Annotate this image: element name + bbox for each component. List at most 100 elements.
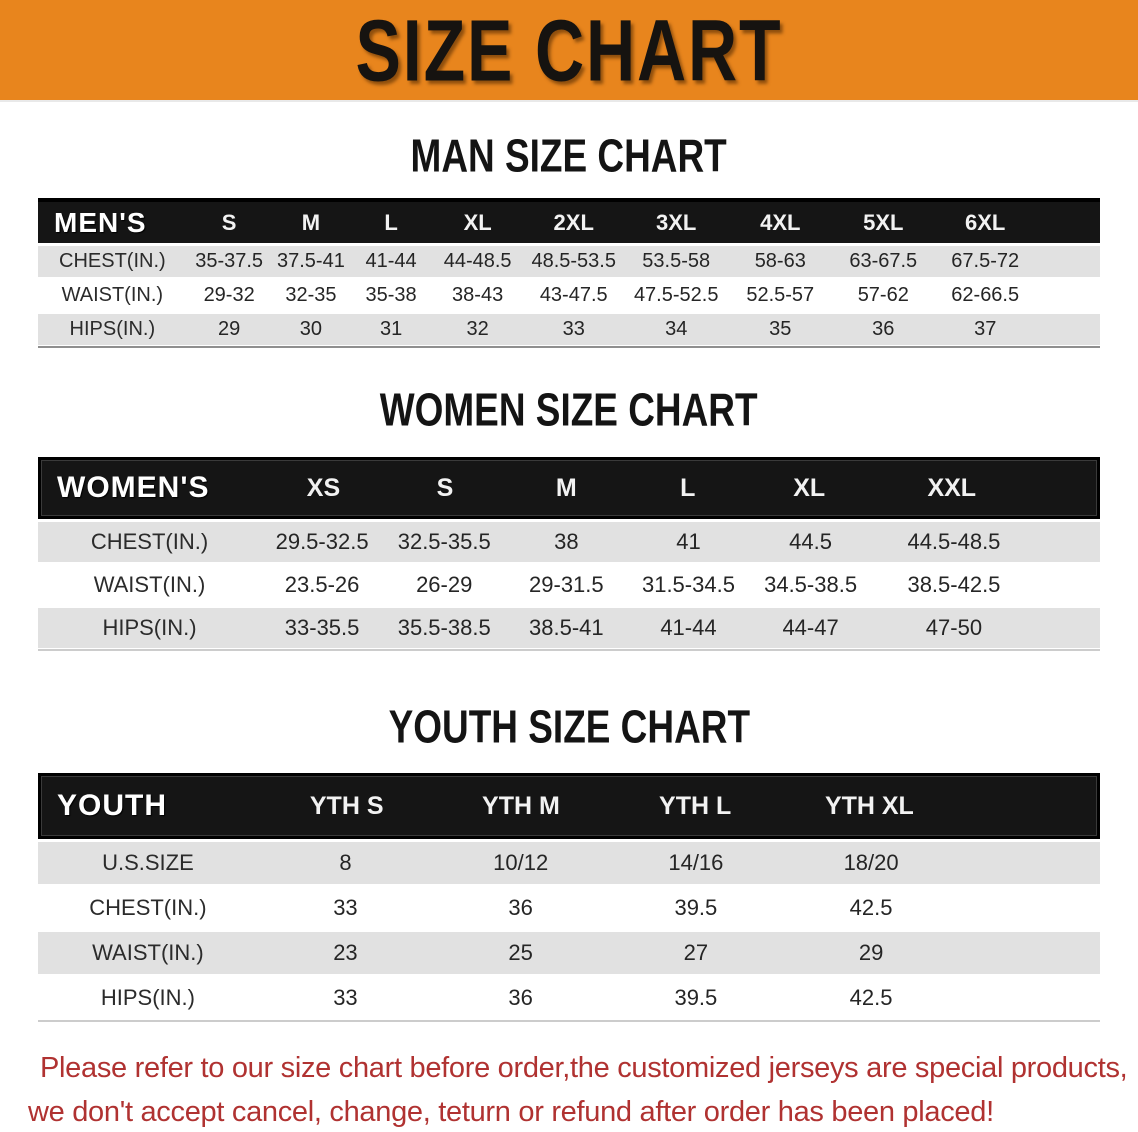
- table-row: WAIST(IN.) 23 25 27 29: [38, 932, 1100, 974]
- row-label: HIPS(IN.): [69, 318, 156, 340]
- page-title: SIZE CHART: [355, 1, 783, 99]
- youth-section-heading: YOUTH SIZE CHART: [0, 701, 1138, 753]
- measurement-cell: 33: [562, 318, 585, 340]
- table-row: WAIST(IN.) 23.5-26 26-29 29-31.5 31.5-34.5 34…: [38, 565, 1100, 605]
- men-section-heading: MAN SIZE CHART: [0, 130, 1138, 182]
- row-label: HIPS(IN.): [102, 615, 197, 640]
- size-chart-banner: SIZE CHART: [0, 0, 1138, 102]
- disclaimer-line-1: Please refer to our size chart before or…: [40, 1052, 1128, 1084]
- size-column-header: YTH XL: [824, 791, 914, 820]
- measurement-cell: 33-35.5: [284, 615, 360, 640]
- measurement-cell: 33: [333, 985, 358, 1010]
- women-size-table: WOMEN'S XS S M L XL XXL CHEST(IN.) 29.5-32.5 32.5…: [38, 457, 1100, 651]
- measurement-cell: 29: [218, 318, 241, 340]
- size-column-header: S: [436, 473, 454, 502]
- disclaimer-line-2: we don't accept cancel, change, teturn o…: [28, 1096, 994, 1128]
- table-header-row: MEN'S S M L XL 2XL 3XL 4XL 5XL 6XL: [38, 198, 1100, 243]
- table-row: U.S.SIZE 8 10/12 14/16 18/20: [38, 842, 1100, 884]
- measurement-cell: 44.5: [789, 529, 832, 554]
- measurement-cell: 35-37.5: [195, 250, 264, 272]
- table-row: HIPS(IN.) 29 30 31 32 33 34 35 36 37: [38, 314, 1100, 345]
- size-column-header: S: [221, 209, 237, 235]
- measurement-cell: 38.5-42.5: [907, 572, 1001, 597]
- measurement-cell: 39.5: [674, 985, 718, 1010]
- measurement-cell: 38: [554, 529, 579, 554]
- measurement-cell: 33: [333, 895, 358, 920]
- measurement-cell: 34.5-38.5: [764, 572, 858, 597]
- table-header-label: WOMEN'S: [57, 471, 210, 504]
- row-label: CHEST(IN.): [59, 250, 166, 272]
- measurement-cell: 58-63: [754, 250, 806, 272]
- size-column-header: 4XL: [760, 209, 801, 235]
- size-column-header: 3XL: [656, 209, 697, 235]
- row-label: WAIST(IN.): [61, 284, 164, 306]
- table-row: HIPS(IN.) 33-35.5 35.5-38.5 38.5-41 41-44 44-…: [38, 608, 1100, 648]
- measurement-cell: 52.5-57: [746, 284, 815, 306]
- row-label: WAIST(IN.): [93, 572, 206, 597]
- measurement-cell: 14/16: [668, 850, 724, 875]
- table-row: CHEST(IN.) 29.5-32.5 32.5-35.5 38 41 44.5 44.5…: [38, 522, 1100, 562]
- measurement-cell: 57-62: [857, 284, 909, 306]
- measurement-cell: 44-48.5: [443, 250, 512, 272]
- measurement-cell: 35: [769, 318, 792, 340]
- size-column-header: 2XL: [553, 209, 594, 235]
- men-size-table: MEN'S S M L XL 2XL 3XL 4XL 5XL 6XL CHEST(IN.) 35-37…: [38, 198, 1100, 348]
- measurement-cell: 32.5-35.5: [397, 529, 491, 554]
- measurement-cell: 44-47: [782, 615, 839, 640]
- measurement-cell: 42.5: [849, 985, 893, 1010]
- measurement-cell: 26-29: [416, 572, 473, 597]
- row-label: WAIST(IN.): [92, 940, 204, 965]
- measurement-cell: 35.5-38.5: [397, 615, 491, 640]
- men-section-heading-text: MAN SIZE CHART: [410, 129, 728, 182]
- measurement-cell: 18/20: [843, 850, 899, 875]
- measurement-cell: 29: [858, 940, 884, 965]
- row-label: CHEST(IN.): [89, 895, 207, 920]
- table-row: CHEST(IN.) 35-37.5 37.5-41 41-44 44-48.5 48.5…: [38, 246, 1100, 277]
- size-column-header: M: [301, 209, 321, 235]
- measurement-cell: 10/12: [493, 850, 549, 875]
- women-section-heading: WOMEN SIZE CHART: [0, 384, 1138, 436]
- measurement-cell: 47.5-52.5: [633, 284, 719, 306]
- measurement-cell: 31: [379, 318, 403, 340]
- disclaimer-note: Please refer to our size chart before or…: [28, 1046, 1138, 1132]
- measurement-cell: 29-31.5: [529, 572, 604, 597]
- measurement-cell: 36: [508, 985, 533, 1010]
- row-label: HIPS(IN.): [100, 985, 195, 1010]
- measurement-cell: 8: [339, 850, 352, 875]
- measurement-cell: 53.5-58: [642, 250, 711, 272]
- table-row: WAIST(IN.) 29-32 32-35 35-38 38-43 43-47.5 47.…: [38, 280, 1100, 311]
- measurement-cell: 37.5-41: [276, 250, 345, 272]
- measurement-cell: 38.5-41: [529, 615, 604, 640]
- size-column-header: L: [680, 473, 696, 502]
- measurement-cell: 29-32: [203, 284, 255, 306]
- measurement-cell: 30: [299, 318, 323, 340]
- measurement-cell: 41-44: [365, 250, 417, 272]
- table-row: CHEST(IN.) 33 36 39.5 42.5: [38, 887, 1100, 929]
- size-column-header: XL: [793, 473, 826, 502]
- table-row: HIPS(IN.) 33 36 39.5 42.5: [38, 977, 1100, 1019]
- measurement-cell: 41-44: [660, 615, 717, 640]
- measurement-cell: 27: [683, 940, 709, 965]
- measurement-cell: 32: [466, 318, 489, 340]
- size-column-header: 6XL: [965, 209, 1006, 235]
- table-header-row: YOUTH YTH S YTH M YTH L YTH XL: [38, 773, 1100, 839]
- measurement-cell: 63-67.5: [849, 250, 918, 272]
- measurement-cell: 48.5-53.5: [531, 250, 616, 272]
- women-section-heading-text: WOMEN SIZE CHART: [380, 383, 758, 436]
- measurement-cell: 23: [333, 940, 358, 965]
- measurement-cell: 44.5-48.5: [907, 529, 1001, 554]
- measurement-cell: 34: [665, 318, 688, 340]
- youth-section-heading-text: YOUTH SIZE CHART: [388, 700, 750, 753]
- size-column-header: 5XL: [863, 209, 904, 235]
- measurement-cell: 43-47.5: [539, 284, 608, 306]
- table-header-label: YOUTH: [57, 789, 167, 822]
- measurement-cell: 31.5-34.5: [641, 572, 735, 597]
- measurement-cell: 67.5-72: [951, 250, 1020, 272]
- measurement-cell: 29.5-32.5: [275, 529, 369, 554]
- measurement-cell: 25: [508, 940, 533, 965]
- size-column-header: XS: [306, 473, 341, 502]
- table-header-label: MEN'S: [54, 206, 147, 238]
- size-column-header: YTH S: [309, 791, 384, 820]
- measurement-cell: 38-43: [452, 284, 504, 306]
- size-column-header: XL: [463, 209, 492, 235]
